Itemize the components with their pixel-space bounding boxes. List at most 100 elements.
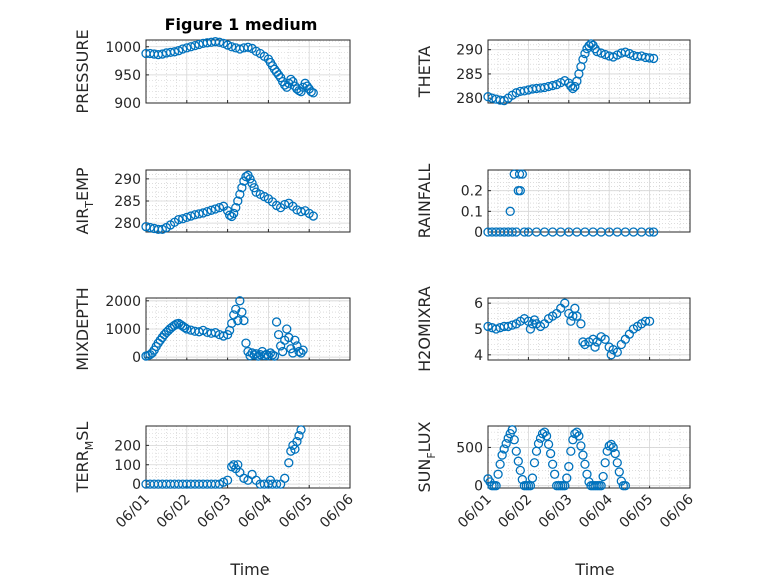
y-tick-label: 0 [474,479,483,495]
data-point [269,351,280,361]
y-tick-label: 900 [114,96,141,112]
data-point [296,348,306,358]
data-point [286,74,296,85]
data-point [245,174,255,184]
x-axis-label-right: Time [574,560,614,579]
data-point [515,465,525,476]
x-tick-label: 06/06 [317,491,357,531]
data-point [198,208,208,218]
data-point [306,87,316,97]
x-tick-label: 06/02 [154,492,194,532]
data-point [483,321,493,332]
data-point [648,53,659,64]
data-point [292,436,302,447]
x-tick-label: 06/03 [195,492,235,532]
x-tick-label: 06/02 [495,492,535,532]
y-tick-label: 285 [456,67,483,83]
data-point [263,351,274,361]
y-axis-label: TERRMSL [73,422,96,494]
y-tick-label: 280 [456,91,483,107]
y-axis-label: RAINFALL [415,164,434,239]
data-point [547,459,558,469]
data-point [235,189,245,200]
data-point [288,76,298,87]
data-point [580,48,590,59]
data-point [284,332,294,343]
x-tick-label: 06/01 [455,492,495,532]
x-tick-label: 06/05 [617,492,657,532]
data-point [222,475,233,485]
data-point [271,317,282,327]
data-point [590,342,600,352]
data-point [590,44,600,54]
y-tick-label: 0.2 [461,184,483,200]
data-point [620,481,631,491]
data-point [182,212,192,223]
y-tick-label: 280 [114,216,141,232]
data-point [600,334,610,344]
data-point [572,311,582,321]
data-point [182,43,192,53]
subplot-4: 0 0.1 0.2 RAINFALL [415,164,691,241]
y-tick-label: 100 [114,458,141,474]
data-point [214,37,225,47]
data-point [576,441,586,451]
y-tick-label: 290 [114,172,141,188]
data-point [491,324,501,334]
data-point [173,46,184,56]
data-point [527,473,538,483]
data-point [580,459,590,469]
data-point [568,83,578,94]
data-point [222,40,233,50]
data-point [610,448,620,459]
data-point [178,44,188,54]
data-point [505,206,515,216]
y-tick-label: 285 [114,194,141,210]
y-tick-label: 6 [474,296,483,312]
x-tick-label: 06/05 [276,492,316,532]
data-point [608,442,618,453]
data-point [564,461,574,472]
y-axis-label: MIXDEPTH [73,287,92,370]
data-point [515,186,525,196]
data-point [596,481,606,491]
data-point [249,350,259,360]
x-tick-label: 06/04 [576,491,616,531]
data-point [182,324,192,334]
y-tick-label: 4 [474,348,483,364]
data-point [247,178,257,188]
x-tick-label: 06/06 [657,491,697,531]
figure-title: Figure 1 medium [165,15,318,34]
subplot-1: 900 950 1000 PRESSURE [73,29,351,114]
data-point [543,439,554,450]
y-tick-label: 1000 [105,40,141,56]
data-point [507,425,517,435]
data-point [550,469,560,479]
data-point [578,450,588,460]
data-point [296,425,306,435]
data-point [507,227,517,237]
x-axis-label-left: Time [229,560,269,579]
axes-frame [145,425,351,489]
y-tick-label: 2000 [105,294,141,310]
data-point [308,88,318,98]
y-tick-label: 5 [474,322,483,338]
data-point [612,347,622,357]
x-tick-label: 06/04 [235,491,275,531]
data-point [517,169,527,179]
y-axis-label: SUNFLUX [415,421,438,492]
data-point [570,81,580,92]
data-point [271,479,282,489]
data-point [606,350,616,360]
data-point [190,40,200,51]
y-tick-label: 0 [474,225,483,241]
data-point [178,214,188,224]
data-point [503,321,513,332]
y-tick-label: 0 [132,477,141,493]
data-point [286,344,296,354]
data-point [294,431,304,441]
data-point [186,211,196,221]
data-point [194,209,204,219]
data-point [229,208,239,219]
